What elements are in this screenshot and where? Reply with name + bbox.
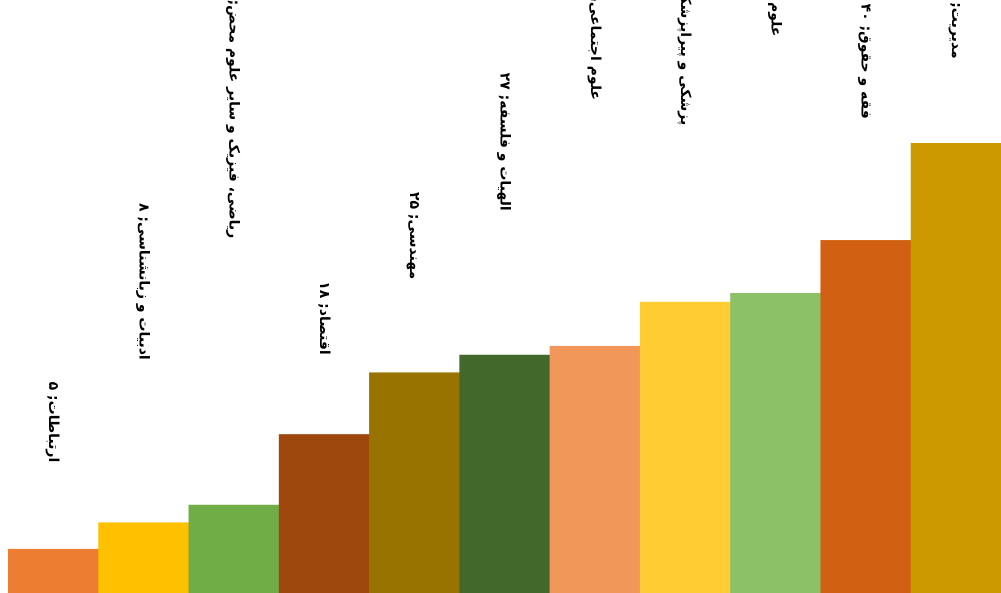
bar-4 — [278, 434, 370, 593]
data-label-1: ارتباطات; ۵ — [45, 382, 61, 463]
bar-1 — [8, 548, 99, 593]
data-label-6: الهیات و فلسفه; ۲۷ — [497, 73, 513, 211]
data-label-2: ادبیات و زبانشناسی; ۸ — [135, 203, 151, 360]
bar-2 — [98, 522, 190, 593]
bar-5 — [369, 372, 460, 593]
data-label-8: پزشکی و پیراپزشکی; ۳۳ — [677, 0, 693, 125]
data-label-7: علوم اجتماعی، تاریخ و جغرافیا; ۲۸ — [587, 0, 603, 100]
data-label-10: فقه و حقوق; ۴۰ — [858, 4, 874, 119]
bar-3 — [188, 504, 280, 593]
data-label-4: اقتصاد; ۱۸ — [316, 281, 332, 354]
bar-11 — [910, 143, 1001, 593]
bar-8 — [639, 301, 731, 593]
data-labels-group: ارتباطات; ۵ ادبیات و زبانشناسی; ۸ ریاضی، ف… — [45, 0, 964, 462]
bar-7 — [549, 345, 641, 593]
data-label-5: مهندسی; ۲۵ — [406, 192, 422, 279]
bars-group — [8, 143, 1001, 593]
data-label-9: علوم سیاسی و روابط بین الملل; ۳۴ — [767, 0, 783, 36]
bar-10 — [820, 240, 912, 593]
data-label-11: مدیریت; ۵۱ — [948, 0, 964, 59]
data-label-3: ریاضی، فیزیک و سایر علوم محض; ۱۰ — [226, 0, 242, 238]
bar-9 — [730, 293, 821, 593]
bar-6 — [459, 354, 551, 593]
